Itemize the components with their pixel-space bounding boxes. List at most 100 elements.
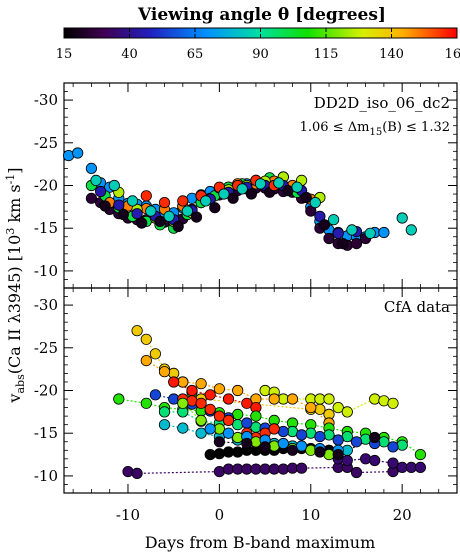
data-point bbox=[387, 457, 399, 469]
data-point bbox=[364, 227, 376, 239]
data-point bbox=[396, 212, 408, 224]
data-point bbox=[369, 431, 381, 444]
data-point bbox=[85, 192, 98, 204]
data-point bbox=[136, 217, 148, 229]
data-point bbox=[113, 199, 125, 211]
data-point bbox=[126, 195, 139, 207]
data-point bbox=[140, 190, 152, 202]
data-point bbox=[140, 397, 152, 409]
data-point bbox=[369, 393, 381, 405]
data-point bbox=[259, 441, 271, 453]
colorbar-tick-label: 165 bbox=[445, 47, 460, 62]
data-point bbox=[286, 393, 299, 405]
data-point bbox=[204, 448, 216, 461]
data-point bbox=[295, 462, 308, 474]
y-tick-label: -10 bbox=[34, 262, 58, 280]
series-line bbox=[145, 360, 330, 424]
data-point bbox=[327, 214, 340, 226]
data-point bbox=[149, 348, 161, 360]
y-tick-label: -30 bbox=[34, 91, 58, 109]
data-point bbox=[300, 191, 312, 204]
data-point bbox=[305, 401, 317, 414]
data-point bbox=[414, 448, 426, 461]
data-point bbox=[195, 427, 207, 439]
data-point bbox=[359, 453, 372, 465]
y-tick-label: -10 bbox=[34, 467, 58, 485]
data-point bbox=[350, 238, 363, 250]
colorbar-ticks: 15 40 65 90 115 140 165 bbox=[56, 28, 460, 62]
bottom-axes: -30 -25 -20 -15 -10 -10 0 10 20 bbox=[34, 287, 458, 524]
data-point bbox=[186, 384, 198, 397]
data-point bbox=[168, 376, 180, 388]
data-point bbox=[227, 192, 239, 204]
data-point bbox=[131, 208, 143, 220]
data-point bbox=[213, 410, 225, 422]
data-point bbox=[195, 414, 207, 426]
data-point bbox=[204, 389, 216, 401]
data-point bbox=[158, 197, 171, 209]
data-point bbox=[213, 436, 225, 448]
x-tick-label: 0 bbox=[215, 506, 225, 524]
data-point bbox=[232, 384, 244, 397]
data-point bbox=[291, 181, 303, 193]
data-point bbox=[259, 384, 271, 397]
data-point bbox=[323, 393, 335, 405]
data-point bbox=[332, 448, 344, 461]
data-point bbox=[222, 427, 235, 439]
data-point bbox=[95, 185, 107, 198]
top-panel-subtitle: 1.06 ≤ Δm15(B) ≤ 1.32 bbox=[300, 120, 450, 138]
y-tick-label: -25 bbox=[34, 339, 58, 357]
data-point bbox=[140, 354, 152, 367]
data-point bbox=[158, 419, 171, 431]
data-point bbox=[268, 393, 280, 405]
data-point bbox=[273, 177, 285, 189]
data-point bbox=[154, 215, 166, 227]
data-point bbox=[90, 174, 102, 186]
data-point bbox=[245, 188, 257, 200]
data-point bbox=[387, 441, 399, 453]
data-point bbox=[268, 423, 280, 435]
data-point bbox=[318, 219, 331, 231]
colorbar-title: Viewing angle θ [degrees] bbox=[137, 5, 386, 25]
y-axis-label: vabs(Ca II λ3945) [103 km s-1] bbox=[4, 167, 27, 403]
bottom-panel-title: CfA data bbox=[384, 298, 450, 316]
data-point bbox=[177, 195, 189, 207]
y-tick-label: -30 bbox=[34, 296, 58, 314]
data-point bbox=[387, 397, 399, 409]
data-point bbox=[405, 224, 417, 236]
data-point bbox=[277, 437, 289, 450]
top-axes: -30 -25 -20 -15 -10 bbox=[34, 82, 458, 289]
data-point bbox=[241, 397, 253, 409]
data-point bbox=[346, 224, 358, 236]
data-point bbox=[200, 195, 212, 207]
colorbar-tick-label: 90 bbox=[252, 47, 269, 62]
data-point bbox=[286, 444, 299, 456]
data-point bbox=[314, 403, 326, 415]
x-tick-label: 20 bbox=[393, 506, 412, 524]
y-tick-label: -20 bbox=[34, 177, 58, 195]
top-panel-title: DD2D_iso_06_dc2 bbox=[314, 94, 450, 112]
data-point bbox=[332, 434, 344, 446]
x-axis-label: Days from B-band maximum bbox=[145, 533, 376, 552]
data-point bbox=[213, 383, 225, 395]
data-point bbox=[254, 178, 267, 190]
colorbar-tick-label: 65 bbox=[187, 47, 204, 62]
data-point bbox=[250, 410, 262, 422]
data-point bbox=[323, 429, 335, 441]
data-point bbox=[295, 429, 308, 441]
data-point bbox=[314, 210, 326, 222]
data-point bbox=[341, 406, 353, 418]
colorbar-tick-label: 15 bbox=[56, 47, 73, 62]
top-series-points bbox=[62, 147, 417, 251]
data-point bbox=[222, 393, 235, 405]
data-point bbox=[149, 389, 161, 401]
data-point bbox=[218, 188, 230, 200]
data-point bbox=[172, 220, 184, 233]
x-tick-label: 10 bbox=[301, 506, 320, 524]
data-point bbox=[204, 403, 216, 415]
data-point bbox=[295, 440, 308, 452]
data-point bbox=[250, 436, 262, 448]
bottom-series-points bbox=[113, 325, 426, 479]
data-point bbox=[350, 436, 363, 448]
